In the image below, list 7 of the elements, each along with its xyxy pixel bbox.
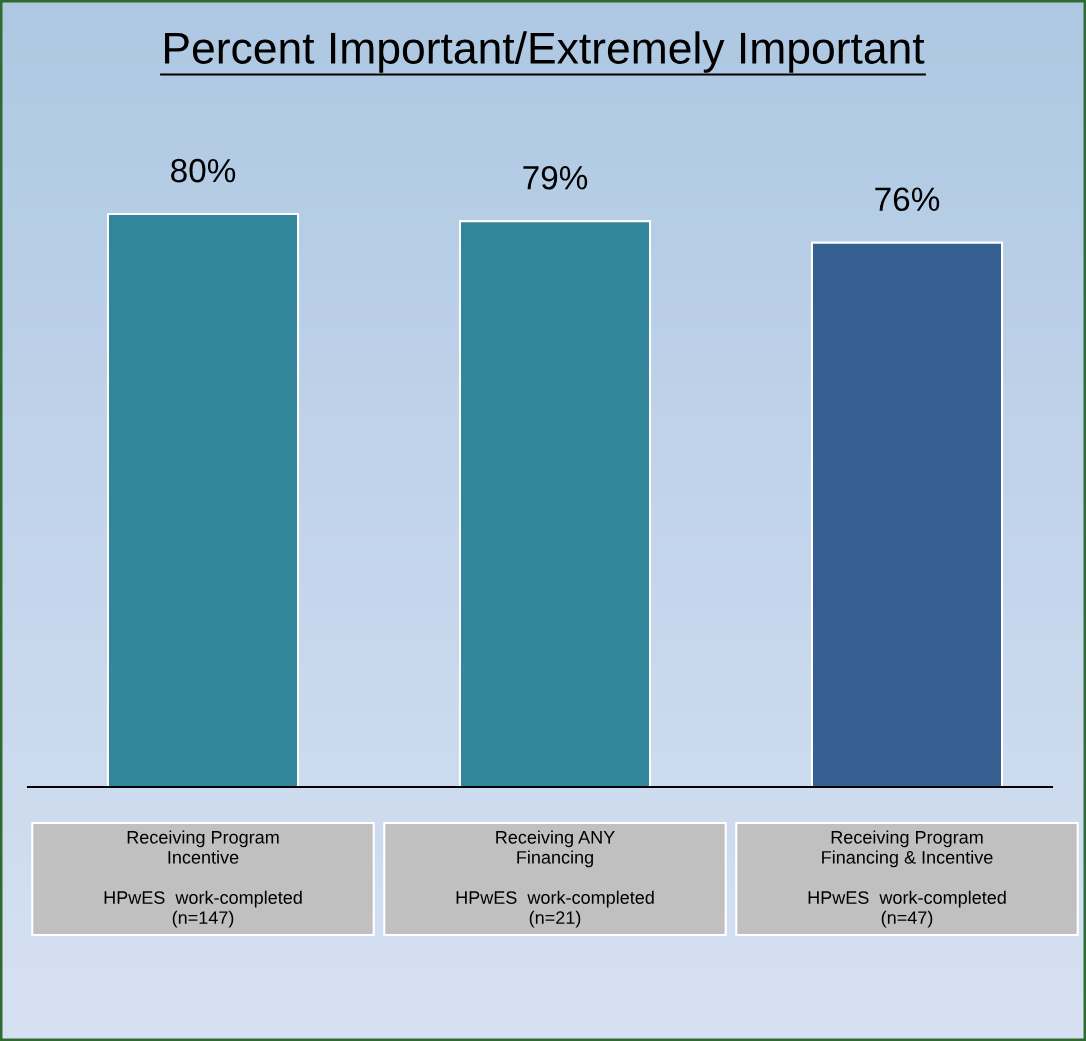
data-label: 79% [523, 165, 588, 190]
category-label: Receiving ANY Financing HPwES work-completed (n=21) [456, 830, 654, 928]
category-label: Receiving Program Incentive HPwES work-completed (n=147) [104, 830, 302, 928]
category-label: Receiving Program Financing & Incentive HPwES work-completed (n=47) [808, 830, 1006, 928]
data-label: 80% [171, 158, 236, 183]
chart-title: Percent Important/Extremely Important [165, 31, 925, 73]
data-label: 76% [875, 187, 940, 212]
